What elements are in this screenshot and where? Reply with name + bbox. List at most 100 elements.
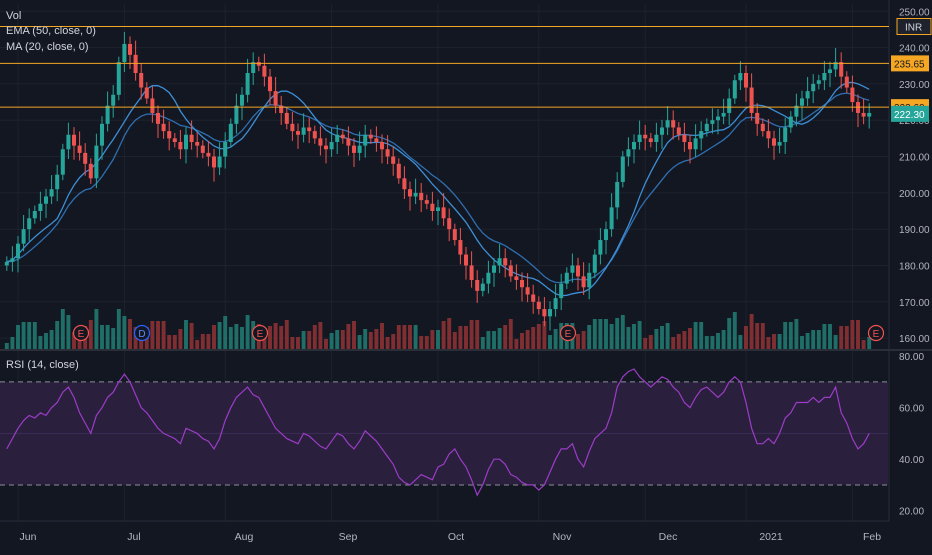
- candle-body: [581, 276, 586, 288]
- level-price-label: 235.65: [894, 59, 925, 70]
- candle-body: [827, 69, 833, 73]
- candle-body: [699, 131, 704, 139]
- volume-bar: [643, 338, 648, 349]
- price-tick-label: 190.00: [899, 225, 930, 236]
- volume-bar: [357, 335, 362, 349]
- candle-body: [38, 203, 43, 211]
- candle-body: [833, 62, 838, 70]
- price-tick-label: 180.00: [899, 261, 930, 272]
- volume-bar: [486, 331, 491, 349]
- candle-body: [615, 181, 620, 208]
- volume-bar: [307, 331, 312, 349]
- candle-body: [788, 116, 793, 128]
- volume-bar: [587, 325, 592, 349]
- time-tick-label: Nov: [553, 531, 572, 543]
- candle-body: [447, 218, 452, 230]
- volume-bar: [55, 321, 60, 349]
- volume-bar: [788, 322, 793, 349]
- candle-body: [111, 94, 116, 106]
- candle-body: [542, 309, 547, 317]
- candle-body: [374, 138, 379, 142]
- candle-body: [536, 301, 541, 310]
- volume-bar: [716, 333, 720, 349]
- volume-bar: [352, 321, 356, 349]
- volume-bar: [430, 330, 435, 349]
- candle-body: [279, 105, 284, 113]
- time-tick-label: Sep: [339, 531, 358, 543]
- candle-body: [469, 265, 474, 280]
- candle-body: [161, 123, 166, 132]
- volume-bar: [396, 325, 401, 349]
- candle-body: [239, 94, 245, 106]
- candle-body: [368, 134, 373, 139]
- candle-body: [318, 138, 323, 146]
- volume-bar: [794, 319, 799, 349]
- volume-bar: [777, 334, 782, 349]
- time-tick-label: Aug: [235, 531, 254, 543]
- candle-body: [665, 120, 670, 128]
- event-marker-label: E: [257, 329, 264, 340]
- volume-bar: [469, 320, 474, 349]
- candle-body: [648, 138, 653, 142]
- candle-body: [570, 265, 575, 273]
- volume-bar: [660, 326, 664, 349]
- candle-body: [245, 73, 250, 95]
- candle-body: [307, 127, 312, 132]
- rsi-legend: RSI (14, close): [6, 359, 79, 371]
- candle-body: [508, 265, 513, 277]
- volume-bar: [27, 322, 32, 349]
- candle-body: [738, 73, 743, 81]
- candle-body: [799, 98, 805, 106]
- rsi-tick-label: 20.00: [899, 507, 924, 518]
- candle-body: [463, 254, 469, 266]
- volume-bar: [520, 333, 524, 349]
- volume-bar: [16, 325, 20, 349]
- candle-body: [743, 73, 749, 88]
- volume-bar: [380, 323, 384, 349]
- volume-bar: [368, 332, 373, 349]
- earnings-marker: [867, 324, 885, 342]
- volume-bar: [301, 331, 306, 349]
- candle-body: [88, 163, 93, 179]
- volume-bar: [273, 323, 278, 349]
- rsi-tick-label: 40.00: [899, 455, 924, 466]
- volume-bar: [475, 320, 480, 349]
- volume-bar: [508, 319, 513, 349]
- volume-bar: [514, 339, 519, 349]
- candle-body: [631, 142, 637, 150]
- candle-body: [396, 163, 401, 179]
- candle-body: [480, 283, 485, 291]
- volume-bar: [10, 337, 15, 349]
- volume-bar: [172, 335, 177, 349]
- candle-body: [340, 134, 345, 139]
- volume-bar: [167, 335, 172, 349]
- candle-body: [234, 105, 239, 124]
- candle-body: [357, 145, 362, 153]
- candle-body: [519, 280, 525, 288]
- time-tick-label: Jul: [127, 531, 140, 543]
- event-marker-label: E: [565, 329, 572, 340]
- volume-bar: [128, 319, 132, 349]
- candle-body: [172, 138, 177, 142]
- volume-bar: [44, 333, 48, 349]
- volume-bar: [408, 325, 412, 349]
- candle-body: [71, 134, 77, 146]
- volume-bar: [503, 325, 508, 349]
- candle-body: [603, 229, 609, 241]
- candle-body: [284, 112, 289, 124]
- candle-body: [105, 105, 110, 124]
- candle-body: [710, 120, 715, 124]
- volume-bar: [391, 334, 396, 349]
- candle-body: [15, 243, 21, 259]
- volume-bar: [200, 334, 205, 349]
- volume-bar: [536, 324, 541, 349]
- candle-body: [262, 65, 267, 77]
- volume-bar: [738, 335, 743, 349]
- candle-body: [811, 83, 816, 92]
- volume-bar: [21, 322, 26, 349]
- candle-body: [139, 73, 144, 88]
- candle-body: [301, 127, 306, 135]
- volume-bar: [553, 329, 558, 349]
